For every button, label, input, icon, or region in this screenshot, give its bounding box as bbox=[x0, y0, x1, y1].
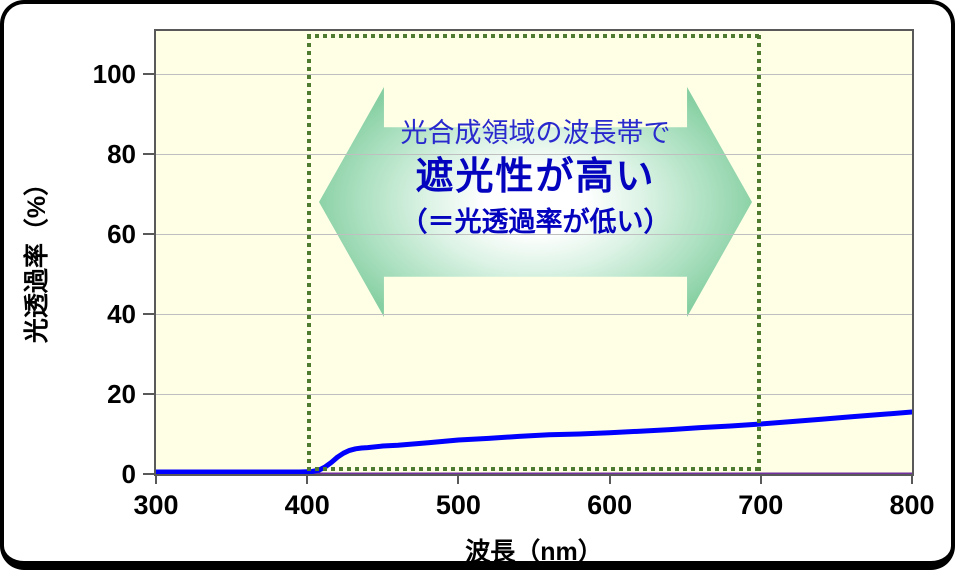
y-tick-label-100: 100 bbox=[92, 59, 136, 89]
x-axis-title: 波長（nm） bbox=[465, 538, 603, 566]
y-tick-mark-100 bbox=[143, 73, 154, 75]
annotation-line-2: 遮光性が高い bbox=[415, 156, 656, 198]
x-tick-label-300: 300 bbox=[133, 490, 179, 520]
y-axis-title: 光透過率（%） bbox=[23, 170, 51, 344]
y-tick-label-60: 60 bbox=[107, 219, 136, 249]
x-tick-label-400: 400 bbox=[284, 490, 330, 520]
x-tick-mark-400 bbox=[306, 476, 309, 484]
x-tick-mark-600 bbox=[608, 476, 611, 484]
y-tick-label-80: 80 bbox=[107, 139, 136, 169]
x-tick-mark-700 bbox=[759, 476, 762, 484]
y-tick-mark-20 bbox=[143, 393, 154, 395]
x-tick-mark-800 bbox=[911, 476, 913, 484]
x-tick-mark-300 bbox=[155, 476, 157, 484]
y-tick-mark-60 bbox=[143, 233, 154, 235]
plot-area: 光合成領域の波長帯で 遮光性が高い （＝光透過率が低い） bbox=[154, 29, 914, 476]
x-tick-label-500: 500 bbox=[435, 490, 481, 520]
y-tick-label-0: 0 bbox=[121, 459, 136, 489]
x-tick-label-700: 700 bbox=[738, 490, 784, 520]
annotation-line-3: （＝光透過率が低い） bbox=[400, 207, 671, 237]
y-tick-mark-80 bbox=[143, 153, 154, 155]
annotation-line-1: 光合成領域の波長帯で bbox=[400, 118, 671, 148]
y-tick-mark-40 bbox=[143, 313, 154, 315]
y-tick-mark-0 bbox=[143, 473, 154, 475]
x-tick-mark-500 bbox=[457, 476, 460, 484]
annotation-text: 光合成領域の波長帯で 遮光性が高い （＝光透過率が低い） bbox=[319, 115, 752, 241]
x-tick-label-600: 600 bbox=[587, 490, 633, 520]
y-tick-label-20: 20 bbox=[107, 379, 136, 409]
photosynthesis-band-outline bbox=[307, 34, 761, 471]
y-tick-label-40: 40 bbox=[107, 299, 136, 329]
x-tick-label-800: 800 bbox=[889, 490, 935, 520]
